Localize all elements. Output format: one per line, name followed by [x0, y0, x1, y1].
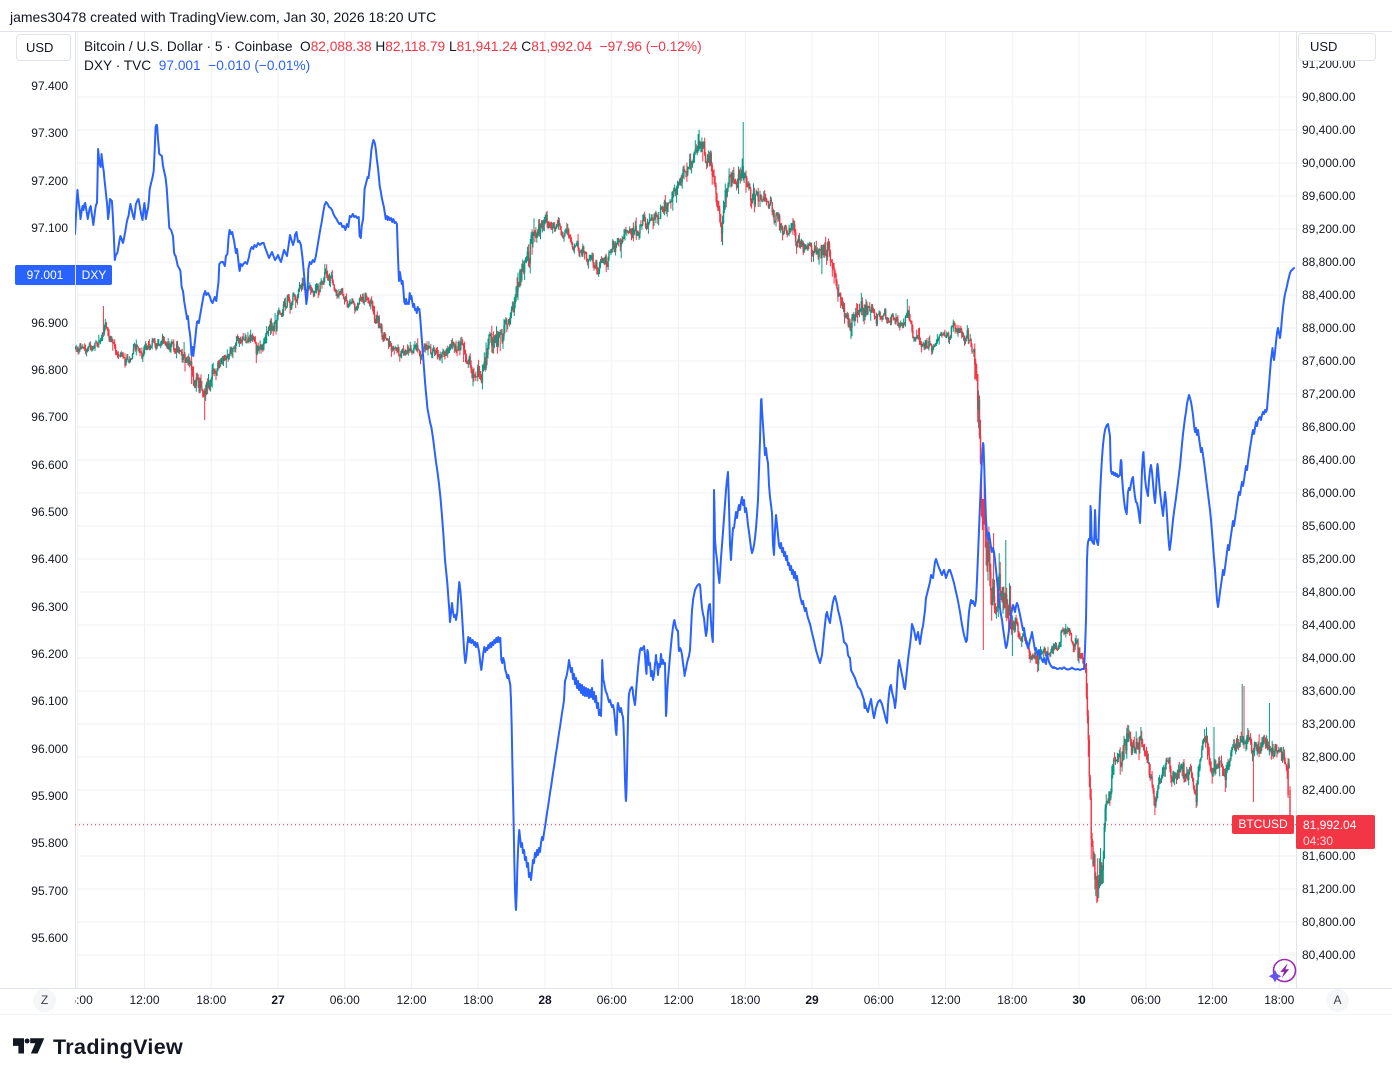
svg-text:TradingView: TradingView [53, 1035, 183, 1059]
